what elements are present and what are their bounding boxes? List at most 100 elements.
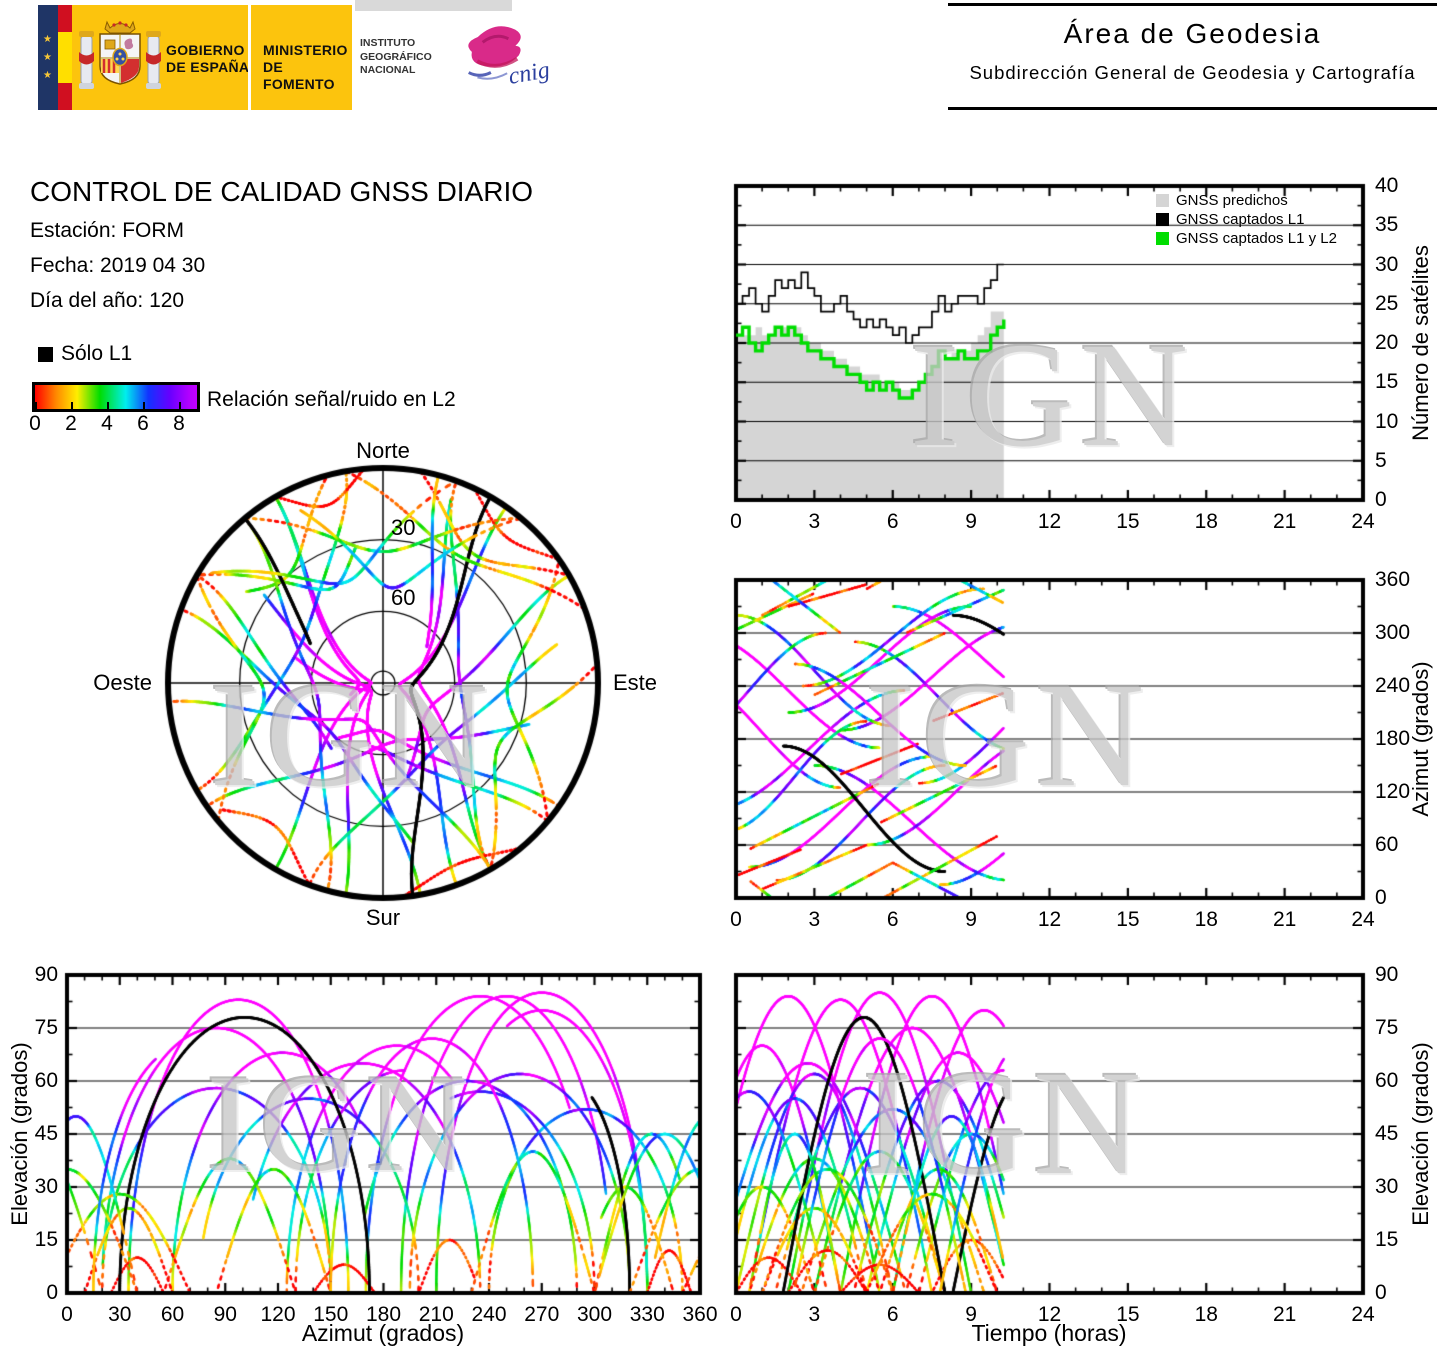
c3-xtick: 150 <box>313 1303 349 1326</box>
logo-divider <box>248 5 251 110</box>
c2-ytick: 180 <box>1375 727 1411 750</box>
legend-label-captados-l1: GNSS captados L1 <box>1176 211 1305 228</box>
eu-star-icon: ★ <box>43 34 52 45</box>
ylabel-azimut: Azimut (grados) <box>1408 661 1433 817</box>
colorbar-tick <box>107 402 109 409</box>
colorbar-tick <box>179 402 181 409</box>
legend-label-predichos: GNSS predichos <box>1176 192 1288 209</box>
c3-xtick: 30 <box>108 1303 132 1326</box>
c3-xtick: 300 <box>576 1303 613 1326</box>
snr-colorbar <box>32 382 200 412</box>
c1-xtick: 15 <box>1116 510 1140 533</box>
skyplot-east-label: Este <box>613 670 658 695</box>
c4-xtick: 15 <box>1116 1303 1140 1326</box>
area-title: Área de Geodesia <box>1063 18 1322 49</box>
c4-ytick: 0 <box>1375 1281 1387 1304</box>
doy-line: Día del año: 120 <box>30 289 185 312</box>
colorbar-tick <box>143 402 145 409</box>
c3-xtick: 0 <box>61 1303 73 1326</box>
eu-star-icon: ★ <box>43 70 52 81</box>
legend-label-captados-l1l2: GNSS captados L1 y L2 <box>1176 230 1337 247</box>
c4-xtick: 21 <box>1272 1303 1297 1326</box>
c1-ytick: 20 <box>1375 331 1399 354</box>
c1-xtick: 18 <box>1194 510 1218 533</box>
c3-xtick: 270 <box>524 1303 560 1326</box>
c4-ytick: 45 <box>1375 1122 1399 1145</box>
c3-xtick: 360 <box>682 1303 718 1326</box>
ylabel-elevacion-left: Elevación (grados) <box>7 1042 32 1226</box>
xlabel-azimut: Azimut (grados) <box>301 1320 465 1346</box>
colorbar-tick-label: 8 <box>173 412 185 435</box>
ylabel-elevacion-right: Elevación (grados) <box>1408 1042 1433 1226</box>
ylabel-num-satelites: Número de satélites <box>1408 245 1433 441</box>
skyplot-ring-60-label: 60 <box>391 585 416 610</box>
station-line: Estación: FORM <box>30 219 185 242</box>
c1-ytick: 35 <box>1375 213 1399 237</box>
c2-ytick: 120 <box>1375 780 1411 803</box>
c3-xtick: 90 <box>213 1303 237 1326</box>
c4-xtick: 3 <box>808 1303 821 1326</box>
header-rule <box>948 3 1437 6</box>
c2-ytick: 60 <box>1375 833 1399 856</box>
c2-ytick: 0 <box>1375 886 1387 909</box>
c2-xtick: 24 <box>1351 908 1375 931</box>
page-title: CONTROL DE CALIDAD GNSS DIARIO <box>30 176 534 207</box>
c4-xtick: 24 <box>1351 1303 1375 1326</box>
skyplot-south-label: Sur <box>365 905 401 930</box>
skyplot-north-label: Norte <box>356 438 410 463</box>
c3-ytick: 75 <box>34 1016 58 1039</box>
c4-ytick: 15 <box>1375 1228 1399 1251</box>
legend-swatch-captados-l1 <box>1156 213 1169 226</box>
c3-xtick: 210 <box>418 1303 454 1326</box>
c3-ytick: 0 <box>46 1281 58 1304</box>
c1-ytick: 0 <box>1375 488 1387 511</box>
instituto-geografico-label: INSTITUTO GEOGRÁFICO NACIONAL <box>360 37 432 76</box>
c4-xtick: 12 <box>1037 1303 1062 1326</box>
c1-xtick: 6 <box>886 510 899 533</box>
c4-ytick: 30 <box>1375 1175 1399 1198</box>
c2-ytick: 300 <box>1375 621 1411 644</box>
l1-only-label: Sólo L1 <box>61 342 133 365</box>
c1-xtick: 21 <box>1272 510 1297 533</box>
c2-xtick: 6 <box>886 908 899 931</box>
c4-ytick: 60 <box>1375 1069 1399 1092</box>
c1-ytick: 25 <box>1375 291 1399 315</box>
c4-xtick: 6 <box>886 1303 899 1326</box>
snr-colorbar-label: Relación señal/ruido en L2 <box>207 388 456 411</box>
c1-xtick: 0 <box>730 510 742 533</box>
c3-xtick: 330 <box>629 1303 665 1326</box>
c3-ytick: 30 <box>34 1175 58 1198</box>
skyplot-ring-30-label: 30 <box>391 515 416 540</box>
spain-flag-strip <box>58 5 72 110</box>
c1-ytick: 5 <box>1375 448 1387 472</box>
c3-ytick: 45 <box>34 1122 58 1145</box>
c1-xtick: 3 <box>808 510 821 533</box>
header-rule <box>948 107 1437 110</box>
skyplot-west-label: Oeste <box>93 670 152 695</box>
c3-xtick: 180 <box>365 1303 402 1326</box>
c4-xtick: 18 <box>1194 1303 1218 1326</box>
c1-ytick: 40 <box>1375 174 1399 197</box>
c2-ytick: 240 <box>1375 674 1411 697</box>
c3-ytick: 90 <box>34 963 58 986</box>
c3-ytick: 60 <box>34 1069 58 1092</box>
c4-xtick: 0 <box>730 1303 742 1326</box>
c3-ytick: 15 <box>34 1228 58 1251</box>
legend-swatch-captados-l1l2 <box>1156 232 1169 245</box>
c1-ytick: 10 <box>1375 409 1399 433</box>
colorbar-tick-label: 6 <box>137 412 149 435</box>
c2-xtick: 12 <box>1037 908 1062 931</box>
c2-xtick: 21 <box>1272 908 1297 931</box>
c2-xtick: 15 <box>1116 908 1140 931</box>
logo-gray-strip <box>355 0 512 11</box>
c4-ytick: 75 <box>1375 1016 1399 1039</box>
legend-swatch-predichos <box>1156 194 1169 207</box>
ministerio-label: MINISTERIO DE FOMENTO <box>263 42 348 92</box>
c3-xtick: 240 <box>471 1303 507 1326</box>
colorbar-tick-label: 4 <box>101 412 113 435</box>
c1-xtick: 12 <box>1037 510 1062 533</box>
c2-ytick: 360 <box>1375 568 1411 591</box>
c2-xtick: 18 <box>1194 908 1218 931</box>
c4-xtick: 9 <box>965 1303 977 1326</box>
